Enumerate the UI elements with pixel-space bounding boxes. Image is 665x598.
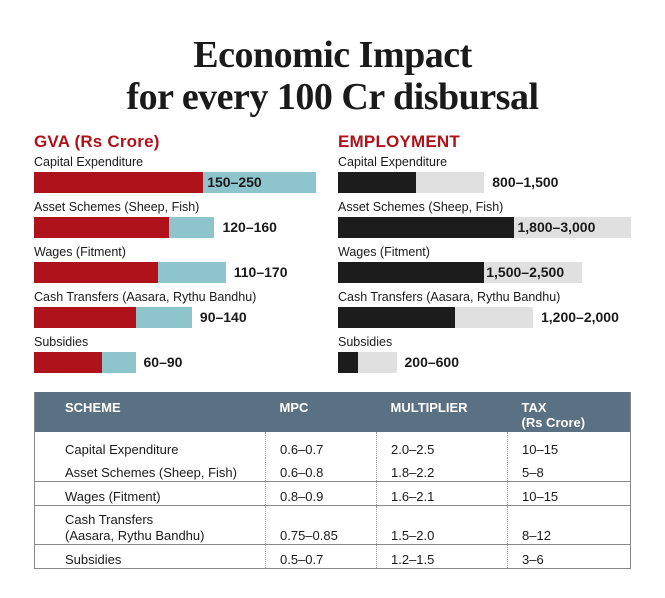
header-tax: TAX (Rs Crore) (507, 392, 631, 432)
cell-mpc: 0.75–0.85 (265, 505, 377, 545)
table-row: Cash Transfers (Aasara, Rythu Bandhu) 0.7… (34, 505, 631, 545)
gva-bar-low (34, 262, 159, 283)
employment-bar-low (338, 217, 514, 238)
gva-bars: Capital Expenditure 150–250 Asset Schemes … (34, 154, 334, 379)
employment-category-label: Cash Transfers (Aasara, Rythu Bandhu) (338, 290, 561, 304)
gva-row: Wages (Fitment) 110–170 (34, 244, 334, 289)
cell-multiplier: 1.5–2.0 (376, 505, 508, 545)
employment-bar-low (338, 262, 485, 283)
gva-value-label: 60–90 (143, 354, 183, 370)
gva-row: Subsidies 60–90 (34, 334, 334, 379)
employment-row: Wages (Fitment) 1,500–2,500 (338, 244, 638, 289)
cell-mpc: 0.8–0.9 (265, 481, 377, 506)
header-tax-label: TAX (521, 400, 547, 415)
cell-scheme: Cash Transfers (Aasara, Rythu Bandhu) (34, 505, 266, 545)
cell-scheme: Capital Expenditure (65, 442, 179, 457)
gva-value-label: 150–250 (207, 174, 262, 190)
gva-chart: GVA (Rs Crore) Capital Expenditure 150–25… (34, 130, 334, 379)
cell-tax: 8–12 (507, 505, 631, 545)
cell-mpc: 0.6–0.7 (265, 432, 377, 458)
employment-row: Asset Schemes (Sheep, Fish) 1,800–3,000 (338, 199, 638, 244)
employment-row: Subsidies 200–600 (338, 334, 638, 379)
gva-bar-low (34, 172, 204, 193)
cell-tax: 3–6 (522, 552, 544, 567)
employment-row: Capital Expenditure 800–1,500 (338, 154, 638, 199)
table-row: Asset Schemes (Sheep, Fish) 0.6–0.8 1.8–2.… (34, 458, 631, 482)
employment-value-label: 200–600 (404, 354, 460, 370)
employment-value-label: 1,500–2,500 (486, 264, 565, 280)
employment-category-label: Subsidies (338, 335, 393, 349)
gva-category-label: Wages (Fitment) (34, 245, 126, 259)
gva-category-label: Capital Expenditure (34, 155, 144, 169)
header-tax-unit: (Rs Crore) (521, 415, 586, 430)
employment-category-label: Asset Schemes (Sheep, Fish) (338, 200, 504, 214)
header-multiplier: MULTIPLIER (376, 392, 508, 432)
gva-row: Cash Transfers (Aasara, Rythu Bandhu) 90–… (34, 289, 334, 334)
gva-bar-low (34, 352, 102, 373)
title-line-2: for every 100 Cr disbursal (126, 76, 539, 118)
gva-bar-low (34, 307, 136, 328)
gva-value-label: 110–170 (233, 264, 288, 280)
cell-scheme: Asset Schemes (Sheep, Fish) (34, 458, 266, 482)
employment-bar-low (338, 352, 358, 373)
gva-chart-title: GVA (Rs Crore) (34, 132, 160, 151)
gva-row: Capital Expenditure 150–250 (34, 154, 334, 199)
cell-tax: 10–15 (522, 442, 559, 457)
employment-category-label: Capital Expenditure (338, 155, 448, 169)
employment-bar-low (338, 172, 416, 193)
page-title: Economic Impact for every 100 Cr disburs… (0, 34, 665, 118)
gva-value-label: 90–140 (199, 309, 247, 325)
table-row: Subsidies 0.5–0.7 1.2–1.5 3–6 (35, 544, 631, 569)
cell-scheme: Subsidies (65, 552, 122, 567)
gva-bar-low (34, 217, 170, 238)
table-row: Wages (Fitment) 0.8–0.9 1.6–2.1 10–15 (34, 481, 631, 506)
table-header-row: SCHEME MPC MULTIPLIER TAX (Rs Crore) (34, 392, 631, 432)
employment-bar-low (338, 307, 455, 328)
gva-value-label: 120–160 (222, 219, 277, 235)
cell-scheme: Wages (Fitment) (34, 481, 266, 506)
employment-bars: Capital Expenditure 800–1,500 Asset Scheme… (338, 154, 638, 379)
employment-category-label: Wages (Fitment) (338, 245, 430, 259)
gva-category-label: Subsidies (34, 335, 89, 349)
scheme-table: SCHEME MPC MULTIPLIER TAX (Rs Crore) Cap… (34, 392, 631, 569)
gva-category-label: Cash Transfers (Aasara, Rythu Bandhu) (34, 290, 257, 304)
table-row: Capital Expenditure 0.6–0.7 2.0–2.5 10–15 (35, 432, 631, 458)
gva-category-label: Asset Schemes (Sheep, Fish) (34, 200, 200, 214)
cell-multiplier: 2.0–2.5 (376, 432, 508, 458)
cell-mpc: 0.5–0.7 (265, 544, 377, 569)
header-mpc: MPC (265, 392, 377, 432)
cell-tax: 10–15 (507, 481, 631, 506)
gva-row: Asset Schemes (Sheep, Fish) 120–160 (34, 199, 334, 244)
cell-mpc: 0.6–0.8 (265, 458, 377, 482)
cell-multiplier: 1.8–2.2 (376, 458, 508, 482)
employment-chart-title: EMPLOYMENT (338, 132, 460, 151)
employment-value-label: 1,200–2,000 (541, 309, 619, 325)
cell-tax: 5–8 (507, 458, 631, 482)
header-scheme: SCHEME (34, 392, 266, 432)
cell-multiplier: 1.6–2.1 (376, 481, 508, 506)
employment-row: Cash Transfers (Aasara, Rythu Bandhu) 1,2… (338, 289, 638, 334)
title-line-1: Economic Impact (193, 34, 472, 76)
employment-value-label: 800–1,500 (492, 174, 559, 190)
employment-value-label: 1,800–3,000 (517, 219, 596, 235)
employment-chart: EMPLOYMENT Capital Expenditure 800–1,500 A… (338, 130, 638, 379)
cell-multiplier: 1.2–1.5 (376, 544, 508, 569)
